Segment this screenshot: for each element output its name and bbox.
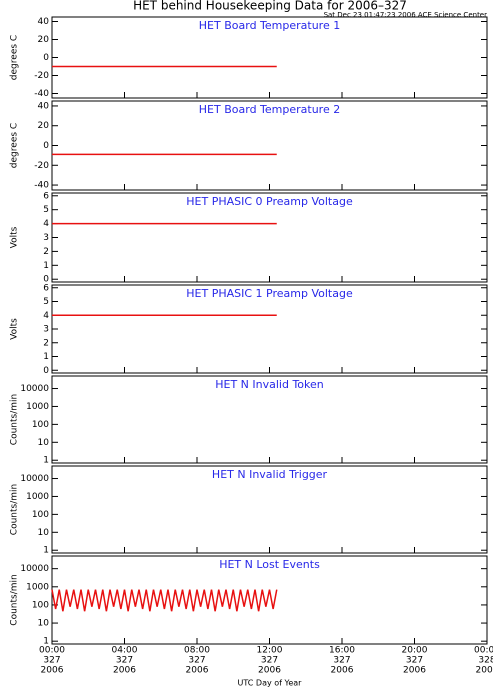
y-tick-label: -40 <box>34 89 49 99</box>
y-tick-label: 4 <box>43 311 49 321</box>
y-tick-label: 4 <box>43 219 49 229</box>
y-tick-label: -20 <box>34 161 49 171</box>
y-tick-label: 1 <box>43 352 49 362</box>
panel-title: HET PHASIC 0 Preamp Voltage <box>186 195 353 208</box>
x-tick-label: 00:00 <box>474 646 493 656</box>
x-tick-label: 327 <box>188 656 205 666</box>
y-tick-label: 10000 <box>20 384 49 394</box>
x-tick-label: 2006 <box>331 666 354 676</box>
y-tick-label: 1 <box>43 261 49 271</box>
y-tick-label: 10 <box>38 528 50 538</box>
x-tick-label: 2006 <box>476 666 493 676</box>
data-line <box>51 589 278 612</box>
y-tick-label: 0 <box>43 141 49 151</box>
x-tick-label: 327 <box>406 656 423 666</box>
x-tick-label: 20:00 <box>402 646 428 656</box>
x-tick-label: 327 <box>333 656 350 666</box>
y-tick-label: 2 <box>43 247 49 257</box>
y-tick-label: 1 <box>43 546 49 556</box>
page-subtitle: Sat Dec 23 01:47:23 2006 ACE Science Cen… <box>324 11 488 19</box>
x-axis-label: UTC Day of Year <box>238 679 303 688</box>
y-tick-label: 6 <box>43 283 49 293</box>
x-tick-label: 2006 <box>258 666 281 676</box>
y-tick-label: 10 <box>38 619 50 629</box>
x-tick-label: 12:00 <box>257 646 283 656</box>
y-axis-label: Counts/min <box>10 394 20 445</box>
y-tick-label: 100 <box>32 510 49 520</box>
y-tick-label: 1000 <box>26 492 49 502</box>
y-tick-label: 5 <box>43 205 49 215</box>
y-tick-label: -20 <box>34 71 49 81</box>
x-tick-label: 16:00 <box>329 646 355 656</box>
y-tick-label: 1000 <box>26 582 49 592</box>
y-tick-label: 5 <box>43 297 49 307</box>
y-axis-label: degrees C <box>10 35 20 80</box>
y-tick-label: 1 <box>43 456 49 466</box>
y-tick-label: 2 <box>43 338 49 348</box>
x-tick-label: 327 <box>43 656 60 666</box>
x-tick-label: 328 <box>478 656 493 666</box>
y-axis-label: Volts <box>10 318 20 340</box>
x-tick-label: 04:00 <box>112 646 138 656</box>
panel-title: HET N Invalid Token <box>215 378 324 391</box>
y-tick-label: 40 <box>38 101 50 111</box>
x-tick-label: 327 <box>116 656 133 666</box>
y-tick-label: 6 <box>43 191 49 201</box>
y-tick-label: 10 <box>38 438 50 448</box>
panel-title: HET Board Temperature 2 <box>199 103 340 116</box>
y-tick-label: 0 <box>43 366 49 376</box>
y-tick-label: 0 <box>43 53 49 63</box>
y-tick-label: 20 <box>38 121 50 131</box>
x-tick-label: 08:00 <box>184 646 210 656</box>
y-tick-label: 0 <box>43 275 49 285</box>
x-tick-label: 00:00 <box>39 646 65 656</box>
panel-title: HET N Lost Events <box>219 558 320 571</box>
y-tick-label: 100 <box>32 600 49 610</box>
x-tick-label: 2006 <box>41 666 64 676</box>
y-tick-label: 100 <box>32 420 49 430</box>
page-title: HET behind Housekeeping Data for 2006–32… <box>133 0 407 13</box>
y-tick-label: 3 <box>43 233 49 243</box>
x-tick-label: 2006 <box>403 666 426 676</box>
panel-title: HET N Invalid Trigger <box>212 468 328 481</box>
y-axis-label: degrees C <box>10 123 20 168</box>
x-tick-label: 2006 <box>186 666 209 676</box>
y-tick-label: 1 <box>43 637 49 647</box>
y-tick-label: 20 <box>38 35 50 45</box>
x-tick-label: 327 <box>261 656 278 666</box>
x-tick-label: 2006 <box>113 666 136 676</box>
y-tick-label: -40 <box>34 181 49 191</box>
y-tick-label: 10000 <box>20 474 49 484</box>
y-axis-label: Volts <box>10 226 20 248</box>
y-tick-label: 3 <box>43 325 49 335</box>
panel-title: HET Board Temperature 1 <box>199 19 340 32</box>
y-tick-label: 10000 <box>20 564 49 574</box>
y-axis-label: Counts/min <box>10 484 20 535</box>
y-axis-label: Counts/min <box>10 574 20 625</box>
panel-title: HET PHASIC 1 Preamp Voltage <box>186 287 353 300</box>
y-tick-label: 40 <box>38 17 50 27</box>
y-tick-label: 1000 <box>26 402 49 412</box>
